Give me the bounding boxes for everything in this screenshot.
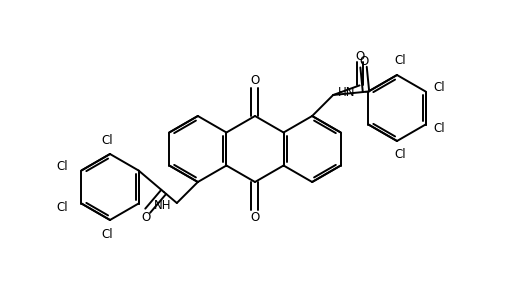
Text: Cl: Cl <box>101 134 112 147</box>
Text: Cl: Cl <box>433 81 444 94</box>
Text: Cl: Cl <box>393 148 405 162</box>
Text: O: O <box>141 211 150 224</box>
Text: Cl: Cl <box>101 227 112 240</box>
Text: O: O <box>358 55 367 68</box>
Text: O: O <box>354 50 363 63</box>
Text: Cl: Cl <box>433 122 444 135</box>
Text: O: O <box>250 74 259 87</box>
Text: Cl: Cl <box>56 201 68 214</box>
Text: Cl: Cl <box>393 55 405 68</box>
Text: HN: HN <box>337 86 355 100</box>
Text: NH: NH <box>154 198 172 212</box>
Text: O: O <box>250 211 259 224</box>
Text: Cl: Cl <box>56 160 68 173</box>
